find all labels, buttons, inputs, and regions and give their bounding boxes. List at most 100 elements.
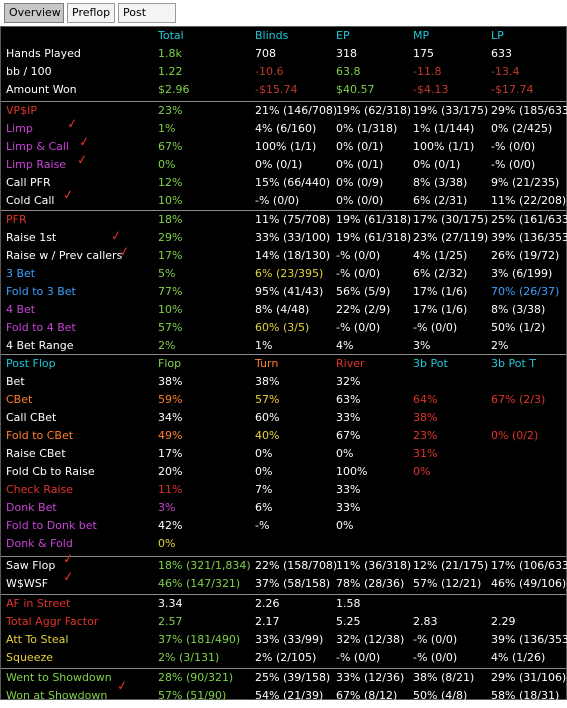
- stat-col3-cell: 100%: [336, 465, 368, 478]
- stat-col4-cell: 6% (2/32): [413, 267, 468, 280]
- stat-label-cell: Raise CBet: [6, 447, 66, 460]
- stat-label-cell: PFR: [6, 213, 27, 226]
- stats-section: VP$IP 23% 21% (146/708) 19% (62/318) 19% (33…: [1, 101, 567, 209]
- limp-raise-check-mark-icon: ✓: [76, 152, 89, 169]
- stat-col5-cell: 39% (136/353): [491, 633, 567, 646]
- stat-row: 4 Bet Range 2% 1% 4% 3% 2%: [1, 337, 566, 355]
- stat-col5-cell: 25% (161/633): [491, 213, 567, 226]
- stat-label-cell: Limp & Call: [6, 140, 69, 153]
- stat-col3-cell: 4%: [336, 339, 354, 352]
- stat-col3-cell: 22% (2/9): [336, 303, 391, 316]
- stat-col2-cell: 0%: [255, 465, 273, 478]
- stat-col4-cell: 100% (1/1): [413, 140, 475, 153]
- stat-label-cell: 3 Bet: [6, 267, 36, 280]
- stat-label-cell: Att To Steal: [6, 633, 69, 646]
- stats-section: Saw Flop 18% (321/1,834) 22% (158/708) 11% …: [1, 556, 567, 593]
- stat-col3-cell: 67% (8/12): [336, 689, 398, 702]
- stat-col3-cell: 0%: [336, 447, 354, 460]
- stat-col4-cell: 1% (1/144): [413, 122, 475, 135]
- stat-total-cell: 10%: [158, 194, 183, 207]
- stat-col3-cell: 5.25: [336, 615, 361, 628]
- tab-preflop[interactable]: Preflop: [67, 3, 115, 23]
- stat-col4-cell: MP: [413, 29, 430, 42]
- saw-flop-check-mark-icon: ✓: [62, 551, 75, 568]
- stat-col5-cell: 67% (2/3): [491, 393, 546, 406]
- stat-col4-cell: 17% (1/6): [413, 285, 468, 298]
- stat-col5-cell: 46% (49/106): [491, 577, 567, 590]
- stat-label-cell: Donk Bet: [6, 501, 57, 514]
- stat-col5-cell: 29% (31/106): [491, 671, 567, 684]
- stat-col3-cell: 0% (0/0): [336, 194, 384, 207]
- stat-col4-cell: 2.83: [413, 615, 438, 628]
- stat-col3-cell: 78% (28/36): [336, 577, 405, 590]
- stat-col4-cell: 64%: [413, 393, 438, 406]
- tab-post-flop[interactable]: Post Flop: [118, 3, 176, 37]
- stat-col3-cell: 0% (1/318): [336, 122, 398, 135]
- stat-total-cell: Total: [158, 29, 184, 42]
- stat-col5-cell: 633: [491, 47, 512, 60]
- stat-row: Limp Raise 0% 0% (0/1) 0% (0/1) 0% (0/1) -% (…: [1, 156, 566, 174]
- stat-col2-cell: 37% (58/158): [255, 577, 331, 590]
- raise-prev-callers-check-mark-icon: ✓: [118, 244, 131, 261]
- stat-total-cell: 18%: [158, 213, 183, 226]
- stat-col3-cell: -% (0/0): [336, 651, 381, 664]
- stat-total-cell: 3.34: [158, 597, 183, 610]
- stat-col3-cell: 33%: [336, 501, 361, 514]
- stat-label-cell: Limp Raise: [6, 158, 67, 171]
- stat-col4-cell: 3b Pot: [413, 357, 448, 370]
- stat-col3-cell: River: [336, 357, 365, 370]
- stat-row: Fold to 3 Bet 77% 95% (41/43) 56% (5/9) 17% …: [1, 283, 566, 301]
- stat-total-cell: 57%: [158, 321, 183, 334]
- stat-col4-cell: 12% (21/175): [413, 559, 489, 572]
- stat-col5-cell: 26% (19/72): [491, 249, 560, 262]
- stat-col2-cell: 25% (39/158): [255, 671, 331, 684]
- stat-label-cell: Post Flop: [6, 357, 56, 370]
- stat-col5-cell: 0% (2/425): [491, 122, 553, 135]
- stats-panel: Total Blinds EP MP LP Hands Played 1.8k 708 318 1…: [0, 26, 567, 702]
- stat-col2-cell: -%: [255, 519, 270, 532]
- stat-total-cell: 67%: [158, 140, 183, 153]
- stat-total-cell: 2%: [158, 339, 176, 352]
- stat-total-cell: 46% (147/321): [158, 577, 241, 590]
- stat-col5-cell: 29% (185/633): [491, 104, 567, 117]
- stat-total-cell: 20%: [158, 465, 183, 478]
- stat-col2-cell: Blinds: [255, 29, 289, 42]
- stat-row: W$WSF 46% (147/321) 37% (58/158) 78% (28/36…: [1, 575, 566, 593]
- stat-total-cell: 10%: [158, 303, 183, 316]
- stat-col2-cell: 33% (33/100): [255, 231, 331, 244]
- stat-row: Limp & Call 67% 100% (1/1) 0% (0/1) 100% (1/…: [1, 138, 566, 156]
- limp-check-mark-icon: ✓: [66, 116, 79, 133]
- tab-overview[interactable]: Overview: [4, 3, 64, 23]
- stat-col3-cell: 19% (62/318): [336, 104, 412, 117]
- stat-col2-cell: 100% (1/1): [255, 140, 317, 153]
- stat-col5-cell: 8% (3/38): [491, 303, 546, 316]
- stat-label-cell: Squeeze: [6, 651, 54, 664]
- stat-row: Fold Cb to Raise 20% 0% 100% 0%: [1, 463, 566, 481]
- stat-row: AF in Street 3.34 2.26 1.58: [1, 595, 566, 613]
- stat-col2-cell: -$15.74: [255, 83, 298, 96]
- stat-col5-cell: -$17.74: [491, 83, 534, 96]
- stat-row: 3 Bet 5% 6% (23/395) -% (0/0) 6% (2/32) 3% (6…: [1, 265, 566, 283]
- stat-label-cell: Limp: [6, 122, 33, 135]
- stat-col2-cell: 38%: [255, 375, 280, 388]
- stat-col2-cell: 95% (41/43): [255, 285, 324, 298]
- stat-row: Total Blinds EP MP LP: [1, 27, 566, 45]
- stat-col2-cell: Turn: [255, 357, 279, 370]
- stat-col2-cell: 6%: [255, 501, 273, 514]
- stat-col5-cell: 58% (18/31): [491, 689, 560, 702]
- stat-row: Hands Played 1.8k 708 318 175 633: [1, 45, 566, 63]
- stat-col3-cell: 33%: [336, 411, 361, 424]
- stat-col2-cell: 15% (66/440): [255, 176, 331, 189]
- stat-row: Post Flop Flop Turn River 3b Pot 3b Pot T: [1, 355, 566, 373]
- stat-col4-cell: 6% (2/31): [413, 194, 468, 207]
- stat-col5-cell: 9% (21/235): [491, 176, 560, 189]
- stat-total-cell: 11%: [158, 483, 183, 496]
- stat-row: Raise 1st 29% 33% (33/100) 19% (61/318) 23% …: [1, 229, 567, 247]
- stat-label-cell: Amount Won: [6, 83, 77, 96]
- stat-label-cell: Went to Showdown: [6, 671, 112, 684]
- stat-col3-cell: 32% (12/38): [336, 633, 405, 646]
- stat-total-cell: 57% (51/90): [158, 689, 227, 702]
- stat-col4-cell: 17% (30/175): [413, 213, 489, 226]
- stat-label-cell: Fold Cb to Raise: [6, 465, 95, 478]
- stat-col4-cell: 31%: [413, 447, 438, 460]
